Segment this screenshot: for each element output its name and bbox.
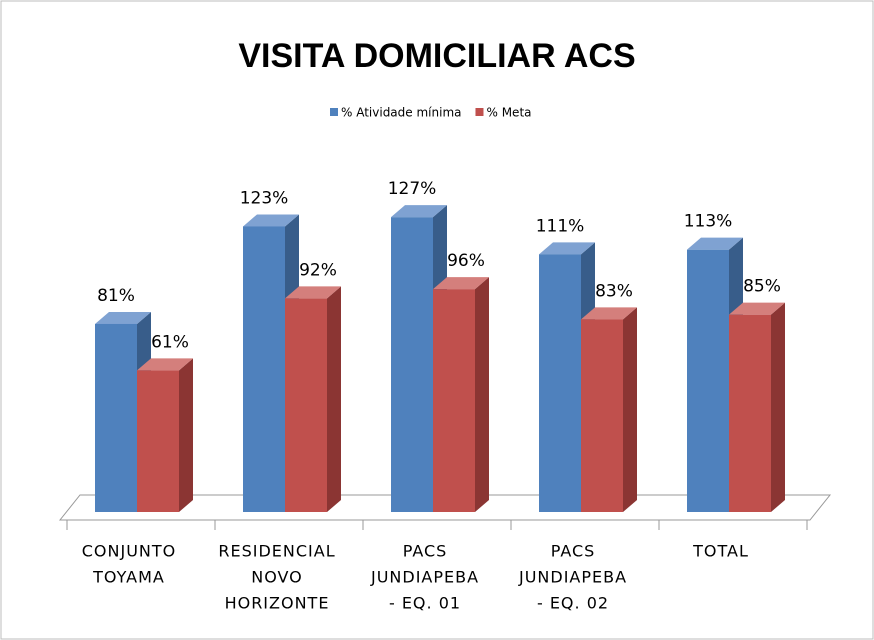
- x-tick-label: NOVO: [251, 568, 303, 587]
- bar-top: [433, 277, 489, 290]
- bar: [687, 249, 729, 512]
- bar: [285, 298, 327, 512]
- bar-side: [327, 286, 341, 512]
- x-tick-label: JUNDIAPEBA: [370, 568, 479, 587]
- x-tick-label: - EQ. 02: [537, 594, 609, 613]
- x-tick-label: PACS: [403, 542, 448, 561]
- bar-top: [243, 214, 299, 227]
- bar-side: [623, 307, 637, 512]
- bar-side: [771, 302, 785, 512]
- bar-top: [95, 311, 151, 324]
- bar-side: [475, 277, 489, 512]
- bar-top: [285, 286, 341, 299]
- x-tick-label: CONJUNTO: [82, 542, 177, 561]
- bar: [581, 319, 623, 512]
- bar-top: [137, 358, 193, 371]
- bar: [539, 254, 581, 513]
- x-tick-label: HORIZONTE: [225, 594, 330, 613]
- value-label: 127%: [388, 179, 437, 199]
- legend-swatch: [475, 108, 484, 116]
- x-tick-label: TOYAMA: [92, 568, 165, 587]
- bar: [243, 226, 285, 512]
- value-label: 113%: [684, 212, 733, 232]
- value-label: 83%: [595, 281, 633, 301]
- bar: [729, 314, 771, 512]
- x-tick-label: JUNDIAPEBA: [518, 568, 627, 587]
- value-label: 85%: [743, 277, 781, 297]
- value-label: 81%: [97, 286, 135, 306]
- bar-top: [539, 242, 595, 255]
- legend-label: % Meta: [486, 106, 531, 120]
- legend-swatch: [330, 108, 338, 116]
- legend-label: % Atividade mínima: [341, 106, 461, 120]
- value-label: 61%: [151, 332, 189, 352]
- value-label: 111%: [536, 216, 585, 236]
- bar: [433, 289, 475, 512]
- bar-top: [391, 205, 447, 218]
- bar-top: [581, 307, 637, 320]
- x-tick-label: RESIDENCIAL: [218, 542, 335, 561]
- value-label: 96%: [447, 251, 485, 271]
- bar-top: [729, 302, 785, 315]
- x-tick-label: PACS: [551, 542, 596, 561]
- x-tick-label: TOTAL: [692, 542, 749, 561]
- value-label: 92%: [299, 260, 337, 280]
- bar-top: [687, 237, 743, 250]
- x-tick-label: - EQ. 01: [389, 594, 461, 613]
- bar: [391, 217, 433, 512]
- value-label: 123%: [240, 188, 289, 208]
- bar: [137, 370, 179, 512]
- bar-side: [179, 358, 193, 512]
- bar: [95, 323, 137, 512]
- chart-title: VISITA DOMICILIAR ACS: [238, 37, 635, 75]
